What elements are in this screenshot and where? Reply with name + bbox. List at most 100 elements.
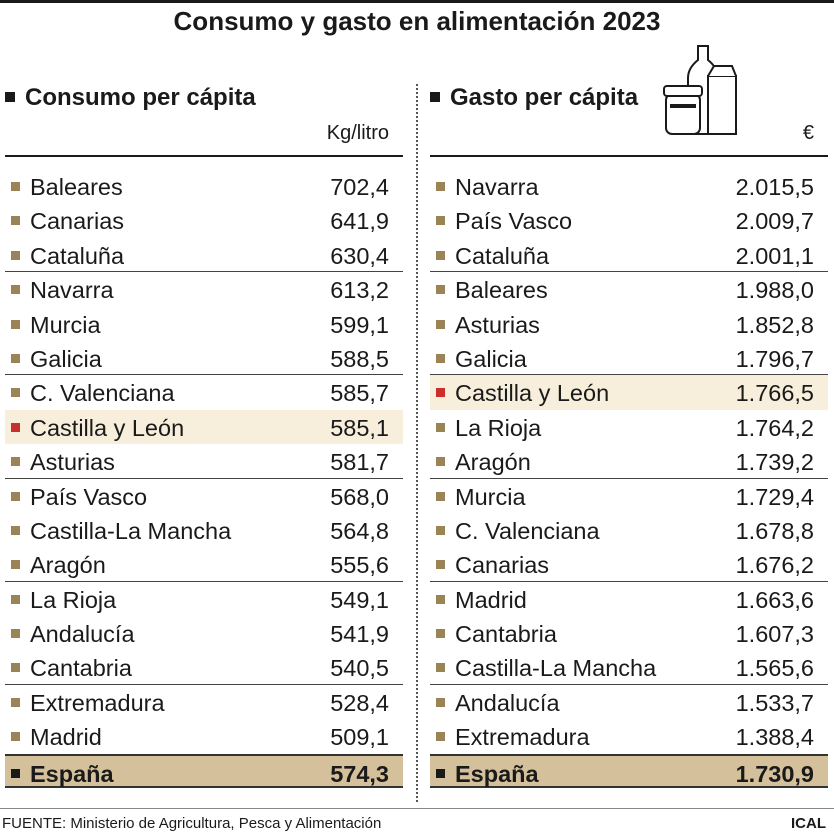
region-name: Castilla-La Mancha <box>455 655 657 682</box>
row-bullet <box>11 732 20 742</box>
table-row: Galicia 588,5 <box>5 341 403 376</box>
gasto-unit: € <box>802 122 814 144</box>
heading-square <box>5 92 15 102</box>
table-row: Cataluña 630,4 <box>5 238 403 273</box>
region-value: 1.729,4 <box>735 483 814 510</box>
region-value: 702,4 <box>330 174 389 200</box>
row-bullet <box>436 250 445 260</box>
region-name: Castilla-La Mancha <box>30 517 232 544</box>
region-name: Galicia <box>455 345 527 372</box>
row-bullet <box>436 319 445 329</box>
region-name: Canarias <box>455 552 550 579</box>
table-row: Cataluña 2.001,1 <box>430 238 828 273</box>
table-row: Baleares 1.988,0 <box>430 272 828 306</box>
region-name: Cantabria <box>455 621 557 648</box>
table-row: Cantabria 540,5 <box>5 650 403 685</box>
region-value: 641,9 <box>330 208 389 235</box>
region-name: Navarra <box>30 277 114 304</box>
region-value: 1.764,2 <box>735 414 814 441</box>
row-bullet <box>11 250 20 260</box>
table-row: País Vasco 568,0 <box>5 479 403 513</box>
row-bullet <box>436 457 445 467</box>
row-bullet <box>11 768 20 778</box>
region-value: 1.676,2 <box>735 552 814 579</box>
row-bullet <box>11 594 20 604</box>
region-value: 568,0 <box>330 483 389 510</box>
region-name: Castilla y León <box>30 414 185 441</box>
credit-label: ICAL <box>791 815 826 832</box>
region-value: 1.663,6 <box>735 586 814 613</box>
region-name: Andalucía <box>30 621 135 648</box>
region-name: Castilla y León <box>455 380 610 407</box>
region-name: Cataluña <box>455 242 550 269</box>
table-row: C. Valenciana 1.678,8 <box>430 513 828 547</box>
region-name: Navarra <box>455 174 539 200</box>
region-name: Madrid <box>30 724 102 751</box>
region-name: Baleares <box>455 277 548 304</box>
bottom-rule <box>0 808 834 809</box>
heading-square <box>430 92 440 102</box>
region-value: 2.001,1 <box>735 242 814 269</box>
total-value: 574,3 <box>330 760 389 787</box>
region-name: C. Valenciana <box>30 380 175 407</box>
region-value: 564,8 <box>330 517 389 544</box>
region-value: 1.565,6 <box>735 655 814 682</box>
total-row: España 1.730,9 <box>430 753 828 789</box>
total-name: España <box>455 760 539 787</box>
table-row: Aragón 555,6 <box>5 547 403 582</box>
row-bullet <box>436 422 445 432</box>
consumo-heading: Consumo per cápita <box>5 84 256 112</box>
region-name: La Rioja <box>30 586 117 613</box>
row-bullet <box>436 629 445 639</box>
table-row: Asturias 581,7 <box>5 444 403 479</box>
region-name: Aragón <box>30 552 106 579</box>
table-row: Castilla y León 585,1 <box>5 409 403 445</box>
total-row: España 574,3 <box>5 753 403 789</box>
region-value: 1.852,8 <box>735 311 814 338</box>
source-footer: FUENTE: Ministerio de Agricultura, Pesca… <box>2 815 382 832</box>
region-value: 540,5 <box>330 655 389 682</box>
gasto-rows: Navarra 2.015,5 País Vasco 2.009,7 Cataluña 2… <box>430 169 828 789</box>
table-row: Asturias 1.852,8 <box>430 307 828 341</box>
total-name: España <box>30 760 114 787</box>
region-value: 1.988,0 <box>735 277 814 304</box>
row-bullet <box>436 353 445 363</box>
row-bullet <box>436 594 445 604</box>
header-rule <box>430 155 828 157</box>
region-name: Asturias <box>455 311 540 338</box>
table-row: Andalucía 1.533,7 <box>430 685 828 719</box>
row-bullet <box>436 216 445 226</box>
row-bullet <box>11 216 20 226</box>
region-value: 599,1 <box>330 311 389 338</box>
row-bullet <box>436 388 445 398</box>
row-bullet <box>11 319 20 329</box>
region-name: País Vasco <box>455 208 573 235</box>
table-row: La Rioja 1.764,2 <box>430 410 828 444</box>
table-row: Murcia 1.729,4 <box>430 479 828 513</box>
table-row: Andalucía 541,9 <box>5 616 403 650</box>
region-name: Cantabria <box>30 655 132 682</box>
consumo-rows: Baleares 702,4 Canarias 641,9 Cataluña 630,4 N… <box>5 169 403 789</box>
table-row: Navarra 2.015,5 <box>430 169 828 203</box>
row-bullet <box>11 525 20 535</box>
region-name: Galicia <box>30 345 102 372</box>
region-value: 549,1 <box>330 586 389 613</box>
table-row: Extremadura 1.388,4 <box>430 719 828 753</box>
region-value: 581,7 <box>330 449 389 476</box>
header-rule <box>5 155 403 157</box>
page-title: Consumo y gasto en alimentación 2023 <box>173 6 661 36</box>
row-bullet <box>11 182 20 191</box>
table-row: La Rioja 549,1 <box>5 582 403 616</box>
region-value: 613,2 <box>330 277 389 304</box>
region-value: 555,6 <box>330 552 389 579</box>
table-row: Madrid 1.663,6 <box>430 582 828 616</box>
table-row: Canarias 641,9 <box>5 203 403 237</box>
region-name: Aragón <box>455 449 531 476</box>
row-bullet <box>11 353 20 363</box>
region-name: La Rioja <box>455 414 542 441</box>
region-value: 1.388,4 <box>735 724 814 751</box>
row-bullet <box>436 560 445 570</box>
row-bullet <box>11 285 20 295</box>
region-value: 1.766,5 <box>735 380 814 407</box>
region-name: País Vasco <box>30 483 148 510</box>
